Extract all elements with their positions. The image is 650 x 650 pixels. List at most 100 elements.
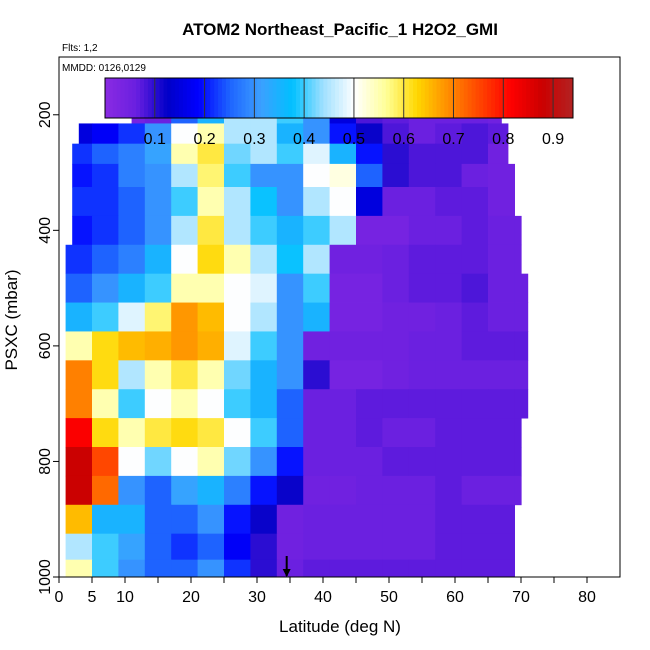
heatmap-cell (488, 418, 515, 448)
heatmap-cell (356, 559, 383, 578)
heatmap-cell (356, 187, 383, 217)
colorbar-swatch (557, 78, 562, 118)
colorbar-swatch (233, 78, 239, 118)
colorbar-swatch (448, 78, 453, 118)
heatmap-cell (461, 163, 489, 188)
heatmap-cell (329, 244, 357, 275)
heatmap-cell (408, 504, 436, 535)
heatmap-cell (250, 187, 278, 217)
heatmap-cell (197, 302, 225, 332)
colorbar-swatch (530, 78, 535, 118)
colorbar-swatch (417, 78, 422, 118)
heatmap-cell (382, 163, 410, 188)
heatmap-cell (356, 504, 383, 535)
colorbar-swatch (132, 78, 137, 118)
heatmap-cell (356, 389, 383, 419)
heatmap-cell (382, 475, 410, 506)
heatmap-cell (171, 273, 199, 303)
heatmap-cell (408, 215, 436, 246)
heatmap-cell (144, 533, 172, 561)
heatmap-cell (356, 163, 383, 188)
heatmap-cell (329, 475, 357, 506)
heatmap-cell (356, 475, 383, 506)
heatmap-cell (435, 273, 463, 303)
heatmap-cell (488, 533, 515, 561)
heatmap-cell (356, 533, 383, 561)
heatmap-cell (171, 475, 199, 506)
heatmap-cell (171, 389, 199, 419)
heatmap-cell (329, 331, 357, 361)
colorbar-swatch (222, 78, 227, 118)
heatmap-cell (144, 447, 172, 477)
heatmap-cell (250, 215, 278, 246)
colorbar-swatch (151, 78, 157, 118)
heatmap-cell (382, 418, 410, 448)
colorbar-swatch (120, 78, 125, 118)
heatmap-cell (224, 331, 251, 361)
heatmap-cell (197, 447, 225, 477)
heatmap-cell (118, 475, 146, 506)
colorbar-swatch (393, 78, 398, 118)
colorbar-swatch (147, 78, 153, 118)
heatmap-cell (329, 389, 357, 419)
heatmap-cell (224, 163, 251, 188)
flights-label: Flts: 1,2 (62, 43, 98, 54)
heatmap-cell (118, 143, 146, 165)
colorbar-swatch (452, 78, 457, 118)
colorbar-swatch (444, 78, 449, 118)
heatmap-cell (224, 418, 251, 448)
heatmap-cell (514, 273, 529, 303)
heatmap-cell (118, 418, 146, 448)
colorbar-swatch (366, 78, 371, 118)
heatmap-cell (303, 447, 331, 477)
colorbar-swatch (463, 78, 469, 118)
y-tick-label: 200 (37, 101, 54, 128)
heatmap-row (78, 123, 509, 145)
heatmap-cell (356, 447, 383, 477)
heatmap-cell (382, 504, 410, 535)
x-tick-label: 20 (182, 589, 200, 606)
colorbar-swatch (307, 78, 313, 118)
heatmap-cell (435, 360, 463, 390)
heatmap-cell (65, 302, 93, 332)
heatmap-cell (408, 533, 436, 561)
heatmap-row (72, 215, 522, 246)
heatmap-cell (250, 244, 278, 275)
heatmap-cell (92, 360, 119, 390)
colorbar-swatch (358, 78, 363, 118)
colorbar-swatch (198, 78, 203, 118)
heatmap-cell (92, 418, 119, 448)
colorbar-swatch (276, 78, 281, 118)
colorbar-swatch (300, 78, 305, 118)
heatmap-cell (356, 302, 383, 332)
heatmap-cell (118, 331, 146, 361)
colorbar-swatch (206, 78, 211, 118)
heatmap-cell (408, 302, 436, 332)
heatmap-cell (514, 360, 529, 390)
heatmap-cell (144, 504, 172, 535)
heatmap-cell (92, 302, 119, 332)
colorbar-swatch (541, 78, 547, 118)
heatmap-cell (303, 163, 331, 188)
heatmap-cell (224, 215, 251, 246)
colorbar-swatch (214, 78, 219, 118)
heatmap-cell (488, 163, 515, 188)
colorbar-tick-label: 0.1 (144, 131, 166, 148)
heatmap-cell (303, 215, 331, 246)
heatmap-cell (118, 504, 146, 535)
colorbar-swatch (253, 78, 258, 118)
heatmap-cell (514, 215, 522, 246)
x-tick-label: 70 (512, 589, 530, 606)
heatmap-cell (171, 215, 199, 246)
heatmap-cell (329, 123, 357, 145)
colorbar-swatch (190, 78, 196, 118)
heatmap-cell (171, 302, 199, 332)
colorbar-swatch (385, 78, 391, 118)
heatmap-cell (92, 244, 119, 275)
heatmap-cell (329, 418, 357, 448)
x-tick-label: 50 (380, 589, 398, 606)
heatmap-cell (329, 360, 357, 390)
heatmap-cell (461, 360, 489, 390)
heatmap-cell (488, 360, 515, 390)
colorbar-swatch (210, 78, 215, 118)
